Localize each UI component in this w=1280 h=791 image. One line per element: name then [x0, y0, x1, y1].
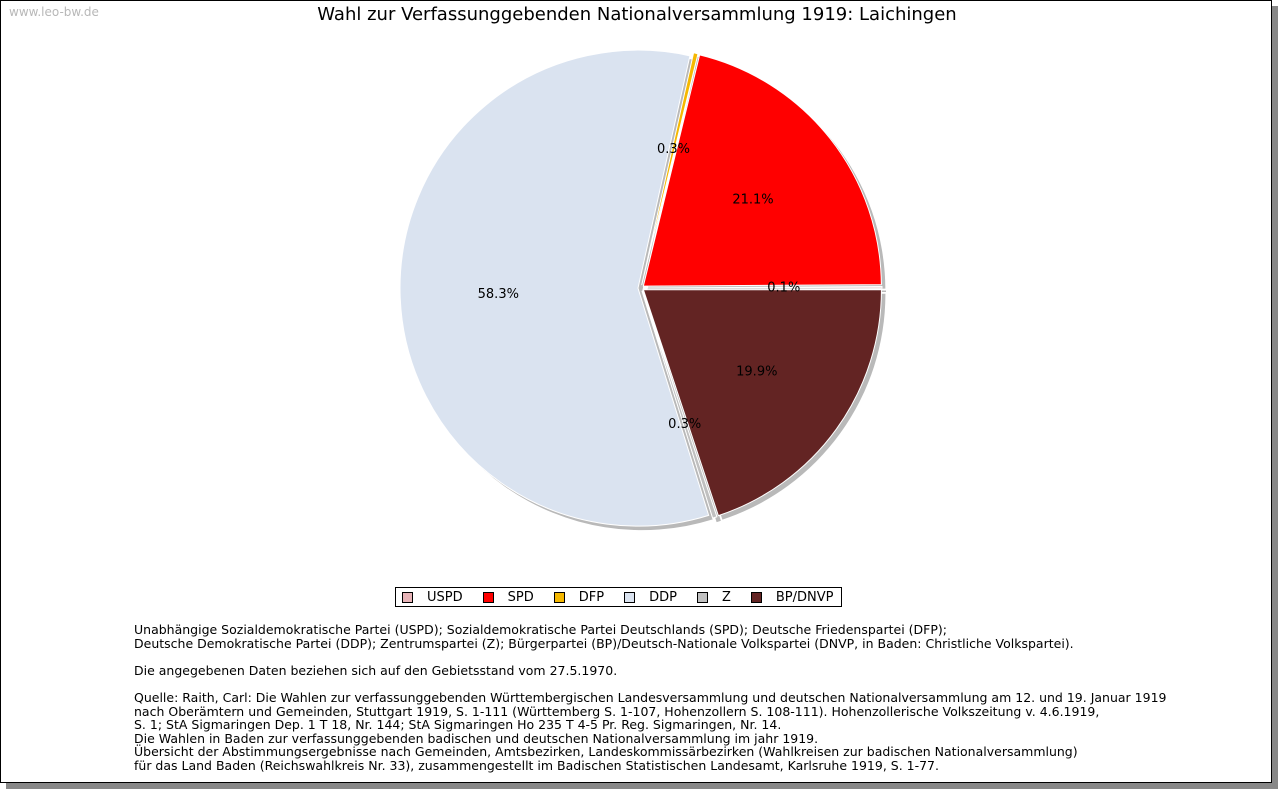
pie-slice-z: [641, 290, 718, 519]
legend-label: USPD: [427, 589, 463, 605]
pie-slice-ddp: [399, 49, 710, 527]
legend-label: DFP: [578, 589, 605, 605]
legend-swatch: [553, 591, 565, 603]
pie-chart: 0.1% 21.1% 0.3% 58.3% 0.3% 19.9%: [399, 49, 887, 531]
legend-swatch: [402, 591, 413, 603]
legend-label: Z: [721, 589, 731, 605]
note-territory: Die angegebenen Daten beziehen sich auf …: [134, 662, 618, 678]
chart-legend: USPD SPD DFP DDP Z BP/DNVP: [395, 587, 843, 607]
legend-item-z: Z: [696, 589, 731, 605]
legend-swatch: [750, 591, 762, 603]
note-source-4: Die Wahlen in Baden zur verfassunggebend…: [134, 730, 819, 746]
pie-slice-uspd: [643, 285, 883, 289]
note-source-3: S. 1; StA Sigmaringen Dep. 1 T 18, Nr. 1…: [134, 717, 782, 733]
slice-label-spd: 21.1%: [732, 192, 773, 207]
chart-title: Wahl zur Verfassunggebenden Nationalvers…: [317, 4, 957, 25]
note-parties-2: Deutsche Demokratische Partei (DDP); Zen…: [134, 635, 1074, 651]
legend-swatch: [482, 591, 494, 603]
watermark: www.leo-bw.de: [9, 5, 99, 19]
pie-slice-dfp: [641, 52, 699, 286]
slice-label-dfp: 0.3%: [657, 142, 690, 157]
note-parties-1: Unabhängige Sozialdemokratische Partei (…: [134, 622, 947, 637]
slice-label-ddp: 58.3%: [478, 287, 519, 302]
slice-label-bp-dnvp: 19.9%: [736, 365, 777, 380]
legend-label: BP/DNVP: [775, 589, 834, 605]
pie-slice-bp-dnvp: [642, 289, 882, 517]
note-source-5: Übersicht der Abstimmungsergebnisse nach…: [134, 744, 1078, 760]
legend-item-dfp: DFP: [553, 589, 605, 605]
pie-slice-spd: [642, 54, 882, 287]
legend-item-ddp: DDP: [624, 590, 677, 605]
legend-swatch: [624, 591, 636, 603]
slice-label-z: 0.3%: [668, 417, 701, 432]
legend-swatch: [696, 591, 708, 603]
note-source-6: für das Land Baden (Reichswahlkreis Nr. …: [134, 757, 939, 773]
slice-label-uspd: 0.1%: [767, 281, 800, 296]
legend-item-bp-dnvp: BP/DNVP: [750, 589, 834, 605]
legend-label: DDP: [649, 589, 677, 605]
note-source-2: nach Oberämtern und Gemeinden, Stuttgart…: [134, 703, 1100, 719]
legend-item-spd: SPD: [482, 589, 534, 605]
note-source-1: Quelle: Raith, Carl: Die Wahlen zur verf…: [134, 689, 1167, 705]
legend-item-uspd: USPD: [402, 590, 463, 605]
footnotes: Unabhängige Sozialdemokratische Partei (…: [134, 623, 1234, 773]
legend-label: SPD: [507, 589, 534, 605]
